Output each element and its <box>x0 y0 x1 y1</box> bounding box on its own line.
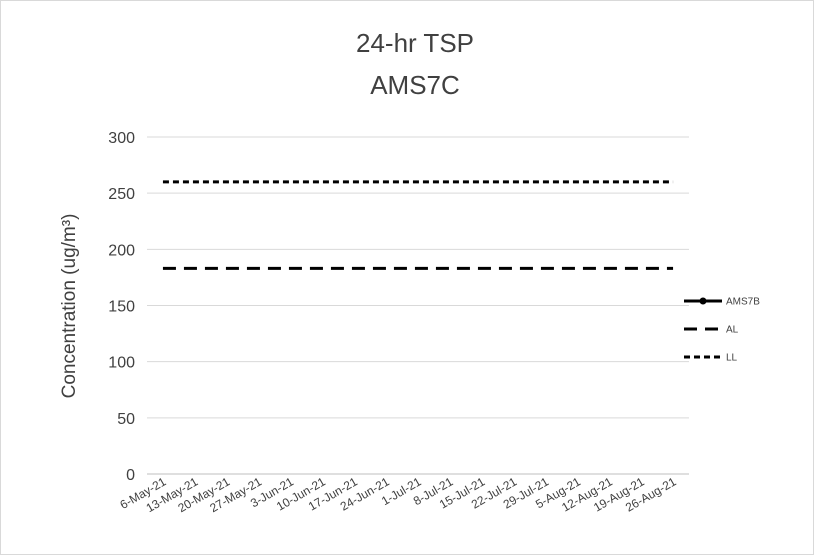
legend-label: AMS7B <box>726 297 760 308</box>
legend-label: LL <box>726 353 738 364</box>
y-tick-label: 250 <box>108 186 135 203</box>
series-lines <box>162 180 674 270</box>
y-tick-label: 100 <box>108 355 135 372</box>
gridlines <box>147 136 689 475</box>
x-axis-ticks: 6-May-2113-May-2120-May-2127-May-213-Jun… <box>118 474 679 515</box>
chart-title-line2: AMS7C <box>370 70 460 100</box>
y-tick-label: 50 <box>117 411 135 428</box>
y-tick-label: 150 <box>108 299 135 316</box>
chart-title-line1: 24-hr TSP <box>356 28 474 58</box>
legend: AMS7B AL LL <box>684 297 760 364</box>
y-tick-label: 0 <box>126 467 135 484</box>
legend-label: AL <box>726 325 739 336</box>
legend-marker <box>699 297 707 305</box>
y-tick-label: 200 <box>108 242 135 259</box>
y-tick-label: 300 <box>108 130 135 147</box>
y-axis-label: Concentration (ug/m³) <box>59 214 80 399</box>
y-axis-ticks: 0 50 100 150 200 250 300 <box>108 130 135 484</box>
